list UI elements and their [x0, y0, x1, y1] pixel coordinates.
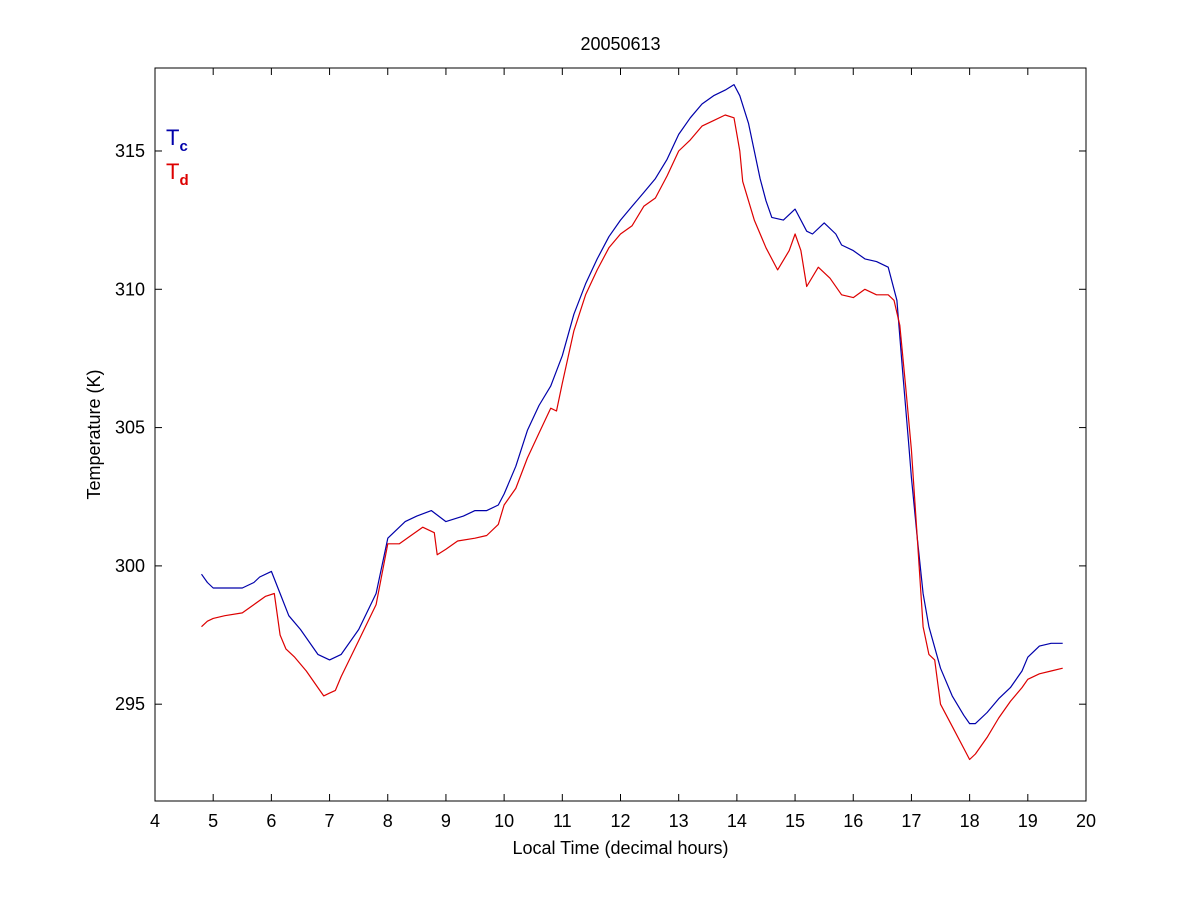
x-tick-label: 8: [383, 811, 393, 831]
x-tick-label: 6: [266, 811, 276, 831]
x-tick-label: 4: [150, 811, 160, 831]
x-tick-label: 19: [1018, 811, 1038, 831]
x-axis-label: Local Time (decimal hours): [512, 838, 728, 858]
series-layer: [201, 83, 1063, 761]
y-tick-label: 310: [115, 279, 145, 299]
series-line-Tc: [201, 83, 1063, 725]
x-tick-label: 9: [441, 811, 451, 831]
x-tick-label: 11: [553, 811, 572, 831]
legend-entry: Tc: [166, 125, 188, 155]
x-tick-label: 15: [785, 811, 805, 831]
y-tick-label: 315: [115, 141, 145, 161]
y-tick-label: 295: [115, 694, 145, 714]
legend-entry: Td: [166, 159, 189, 189]
x-tick-label: 18: [960, 811, 980, 831]
x-tick-label: 17: [901, 811, 921, 831]
x-tick-label: 13: [669, 811, 689, 831]
chart-title: 20050613: [580, 34, 660, 54]
x-tick-label: 12: [610, 811, 630, 831]
y-tick-label: 300: [115, 556, 145, 576]
y-tick-label: 305: [115, 418, 145, 438]
x-tick-label: 20: [1076, 811, 1096, 831]
x-tick-label: 14: [727, 811, 747, 831]
legend-entry-subscript: d: [179, 172, 188, 189]
ticks-layer: 4 5 6 7 8 9 10 11 12 13 14 15 16 17 18 19 20 295 300 305 310…: [115, 68, 1096, 831]
series-line-Td: [201, 114, 1063, 761]
y-axis-label: Temperature (K): [84, 369, 104, 499]
legend-entry-subscript: c: [179, 138, 187, 155]
x-tick-label: 7: [325, 811, 335, 831]
plot-area: [154, 67, 1087, 802]
x-tick-label: 5: [208, 811, 218, 831]
x-tick-label: 16: [843, 811, 863, 831]
legend-entry-main: T: [166, 159, 179, 184]
legend-entry-main: T: [166, 125, 179, 150]
x-tick-label: 10: [494, 811, 514, 831]
